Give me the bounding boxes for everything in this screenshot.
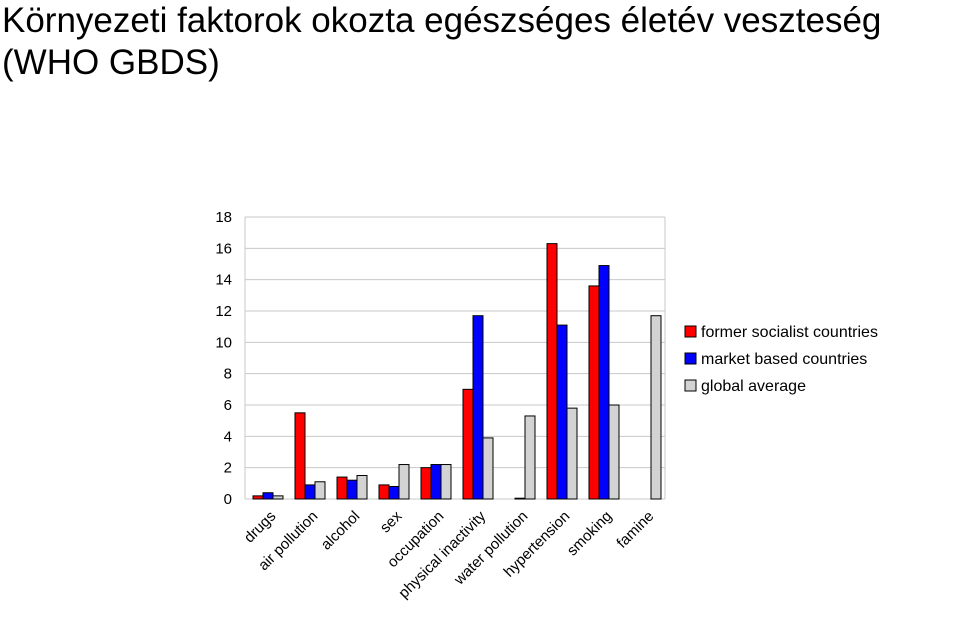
bar-market-based-countries-alcohol bbox=[346, 479, 358, 500]
bar-global-average-drugs bbox=[272, 495, 284, 500]
bar-global-average-sex bbox=[398, 464, 410, 500]
bar-market-based-countries-water-pollution bbox=[514, 497, 526, 500]
y-tick-label: 18 bbox=[215, 209, 232, 226]
bar-former-socialist-countries-air-pollution bbox=[294, 412, 306, 500]
legend-swatch bbox=[684, 325, 697, 338]
y-tick-label: 8 bbox=[224, 366, 232, 383]
legend-label: former socialist countries bbox=[701, 324, 878, 341]
bar-market-based-countries-drugs bbox=[262, 492, 274, 500]
y-tick-label: 16 bbox=[215, 240, 232, 257]
x-tick-label: alcohol bbox=[318, 508, 364, 554]
bar-global-average-famine bbox=[650, 315, 662, 500]
bar-global-average-physical-inactivity bbox=[482, 437, 494, 500]
bar-former-socialist-countries-alcohol bbox=[336, 476, 348, 500]
x-tick-label: water pollution bbox=[450, 508, 531, 589]
bar-former-socialist-countries-occupation bbox=[420, 467, 432, 500]
bar-former-socialist-countries-drugs bbox=[252, 495, 264, 500]
legend-swatch bbox=[684, 379, 697, 392]
y-tick-label: 0 bbox=[224, 491, 232, 508]
y-tick-label: 6 bbox=[224, 397, 232, 414]
bar-global-average-water-pollution bbox=[524, 415, 536, 500]
bar-global-average-alcohol bbox=[356, 475, 368, 500]
bar-market-based-countries-sex bbox=[388, 485, 400, 500]
y-tick-label: 10 bbox=[215, 334, 232, 351]
bar-market-based-countries-hypertension bbox=[556, 324, 568, 500]
bar-former-socialist-countries-hypertension bbox=[546, 243, 558, 500]
y-tick-label: 14 bbox=[215, 272, 232, 289]
bar-market-based-countries-air-pollution bbox=[304, 484, 316, 500]
x-tick-label: drugs bbox=[241, 508, 280, 547]
bar-former-socialist-countries-physical-inactivity bbox=[462, 388, 474, 500]
bar-global-average-air-pollution bbox=[314, 481, 326, 500]
bar-former-socialist-countries-sex bbox=[378, 484, 390, 500]
x-tick-label: smoking bbox=[564, 508, 616, 560]
y-tick-label: 2 bbox=[224, 460, 232, 477]
legend-label: market based countries bbox=[701, 351, 867, 368]
bar-global-average-occupation bbox=[440, 464, 452, 500]
bar-global-average-hypertension bbox=[566, 407, 578, 500]
x-tick-label: sex bbox=[377, 507, 406, 536]
bar-global-average-smoking bbox=[608, 404, 620, 500]
y-tick-label: 4 bbox=[224, 428, 232, 445]
y-tick-label: 12 bbox=[215, 303, 232, 320]
legend-label: global average bbox=[701, 378, 806, 395]
chart-title: Környezeti faktorok okozta egészséges él… bbox=[2, 1, 882, 82]
legend-swatch bbox=[684, 352, 697, 365]
bar-market-based-countries-smoking bbox=[598, 265, 610, 500]
bar-market-based-countries-physical-inactivity bbox=[472, 315, 484, 500]
x-tick-label: famine bbox=[613, 508, 657, 552]
bar-former-socialist-countries-smoking bbox=[588, 285, 600, 500]
bar-market-based-countries-occupation bbox=[430, 464, 442, 500]
